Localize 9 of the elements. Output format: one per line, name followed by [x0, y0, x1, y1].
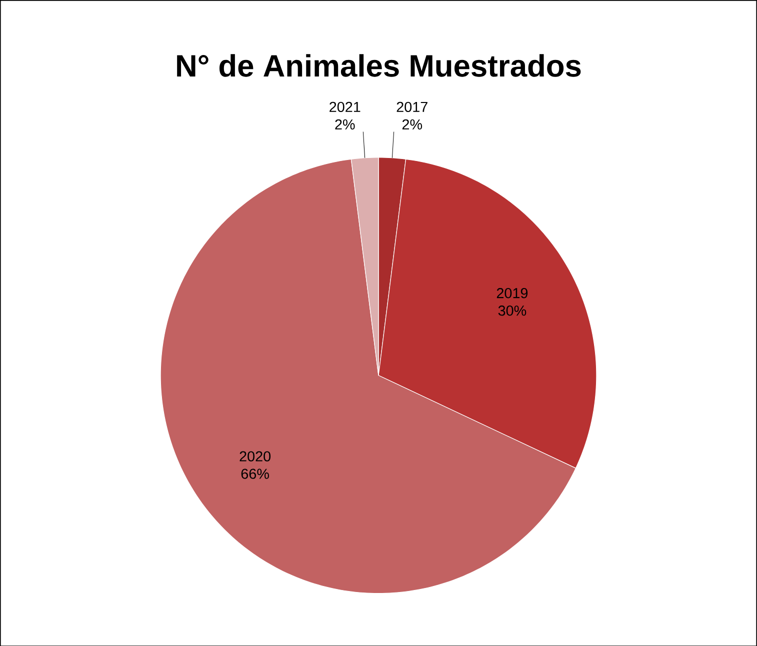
data-label: 30%	[498, 305, 526, 316]
data-label: 2%	[402, 119, 422, 130]
data-label: 2%	[335, 119, 355, 130]
data-label: 66%	[241, 468, 269, 479]
slice-label: 2017	[396, 102, 428, 112]
slice-label: 2021	[330, 102, 360, 112]
slice-label: 2019	[496, 288, 528, 298]
chart-title: N° de Animales Muestrados	[177, 54, 581, 77]
slice-label: 2020	[240, 450, 271, 462]
